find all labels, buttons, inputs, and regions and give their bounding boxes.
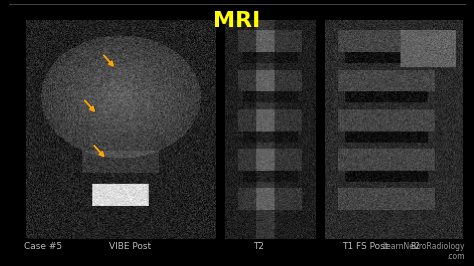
- Text: T2: T2: [253, 242, 264, 251]
- Text: VIBE Post: VIBE Post: [109, 242, 151, 251]
- Text: Case #5: Case #5: [24, 242, 62, 251]
- Text: B2: B2: [410, 242, 419, 251]
- Text: T1 FS Post: T1 FS Post: [342, 242, 388, 251]
- Text: MRI: MRI: [213, 11, 261, 31]
- Text: LearnNeuroRadiology: LearnNeuroRadiology: [382, 242, 465, 251]
- Text: .com: .com: [446, 252, 465, 261]
